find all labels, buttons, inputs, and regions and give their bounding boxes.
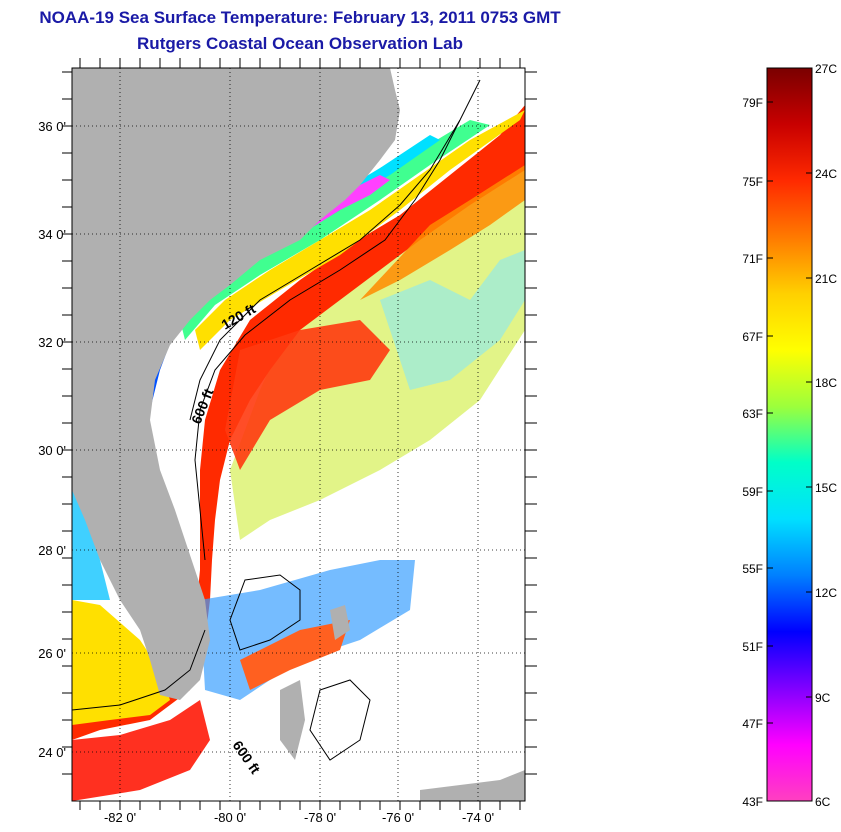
contour-120ft — [189, 79, 481, 421]
lat-label: 26 0' — [38, 646, 66, 661]
lon-label: -78 0' — [304, 810, 336, 825]
gulf-stream-orange-edge — [360, 165, 525, 300]
map-title: NOAA-19 Sea Surface Temperature: Februar… — [39, 8, 561, 27]
latitude-labels: 36 0' 34 0' 32 0' 30 0' 28 0' 26 0' 24 0… — [38, 119, 66, 760]
map-subtitle: Rutgers Coastal Ocean Observation Lab — [137, 34, 463, 53]
lat-label: 34 0' — [38, 227, 66, 242]
lat-label: 32 0' — [38, 335, 66, 350]
offshore-cyan-patches — [380, 250, 525, 390]
lon-label: -76 0' — [382, 810, 414, 825]
gulf-stream-warm-eddy — [225, 320, 390, 470]
contour-keys — [72, 629, 206, 711]
contour-bahamas — [229, 574, 301, 651]
longitude-labels: -82 0' -80 0' -78 0' -76 0' -74 0' — [104, 810, 494, 825]
gulf-coast-cyan — [72, 490, 110, 600]
us-east-coast-land — [72, 68, 400, 700]
keys-red — [72, 700, 210, 801]
lat-label: 28 0' — [38, 543, 66, 558]
bahamas-island — [280, 680, 305, 760]
contour-cuba — [309, 679, 371, 761]
lat-label: 30 0' — [38, 443, 66, 458]
cuba-land — [420, 770, 525, 801]
lat-label: 36 0' — [38, 119, 66, 134]
map-image — [72, 68, 525, 801]
bahamas-island — [330, 605, 350, 640]
lat-label: 24 0' — [38, 745, 66, 760]
contour-600ft — [194, 119, 461, 561]
florida-bay-water — [72, 600, 170, 725]
lon-label: -80 0' — [214, 810, 246, 825]
lon-label: -74 0' — [462, 810, 494, 825]
shelf-green-band — [180, 120, 490, 340]
bahamas-warm-patch — [240, 620, 350, 690]
lon-label: -82 0' — [104, 810, 136, 825]
gulf-stream — [72, 105, 525, 740]
map-frame — [71, 67, 526, 802]
axis-ticks — [62, 58, 537, 810]
